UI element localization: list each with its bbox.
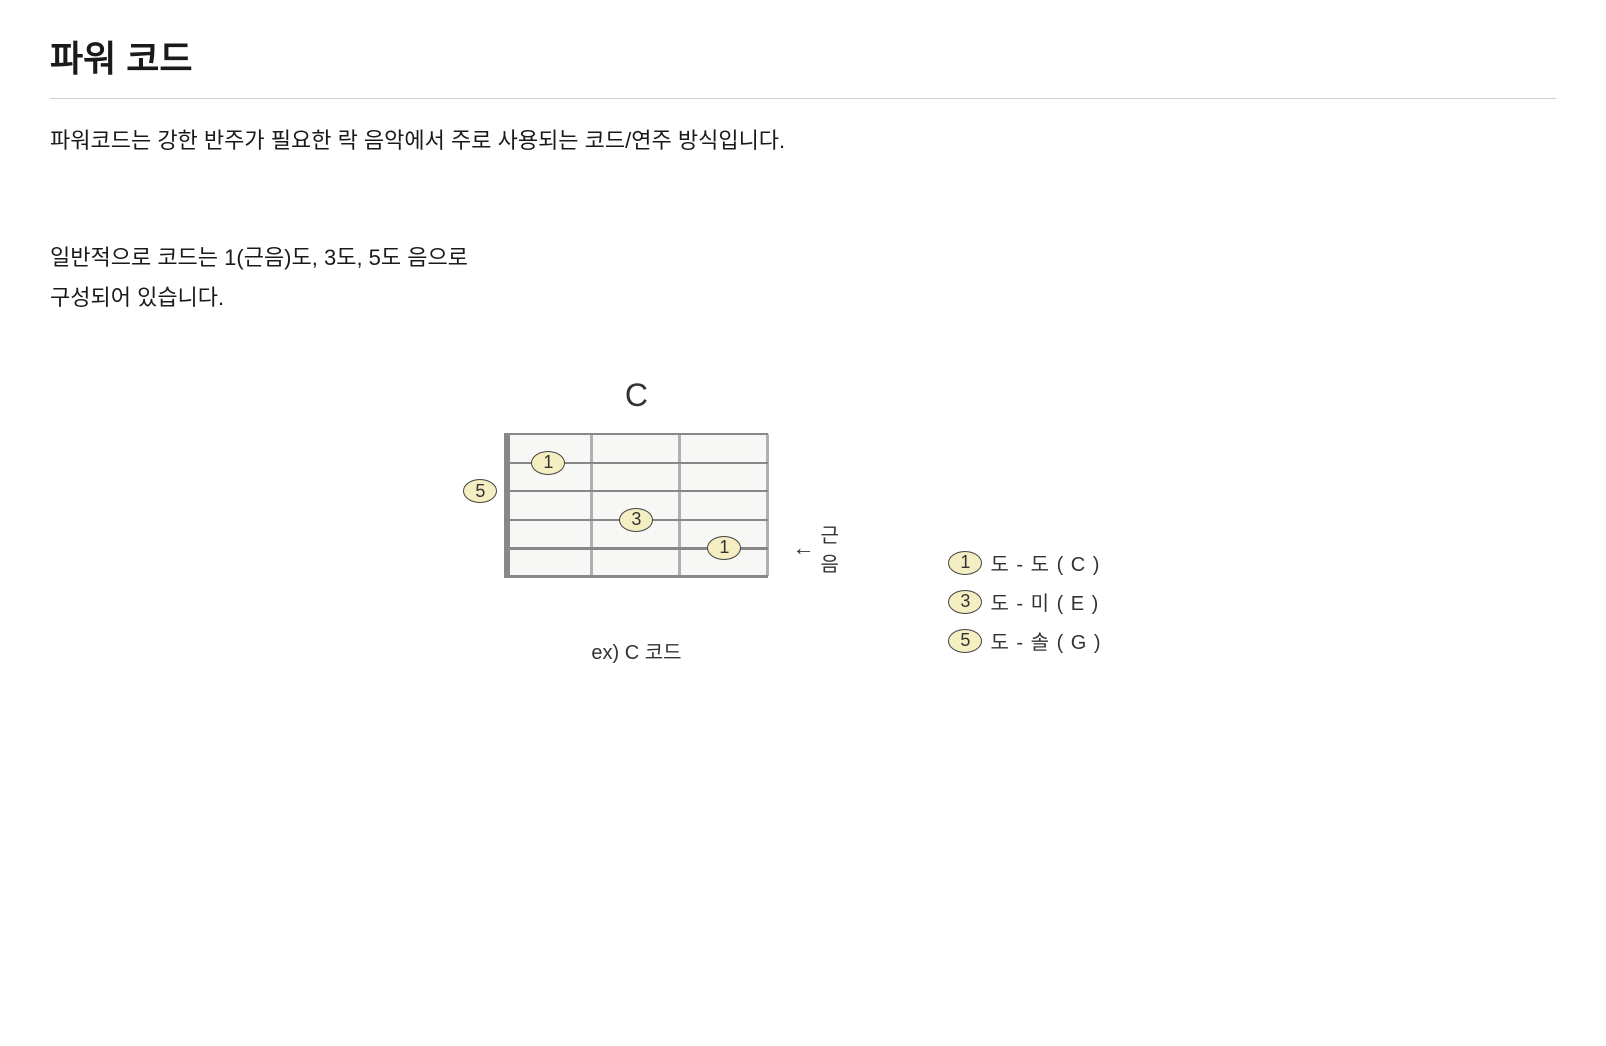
string-line <box>504 433 768 435</box>
string-line <box>504 575 768 578</box>
fret-line <box>766 434 769 576</box>
fretboard: 5131 <box>504 434 768 576</box>
intro-paragraph: 파워코드는 강한 반주가 필요한 락 음악에서 주로 사용되는 코드/연주 방식… <box>50 123 1556 158</box>
legend-text: 도 - 솔 ( G ) <box>990 626 1101 655</box>
body-paragraph: 일반적으로 코드는 1(근음)도, 3도, 5도 음으로 구성되어 있습니다. <box>50 238 650 317</box>
fretboard-nut <box>504 434 510 576</box>
finger-marker: 5 <box>463 479 497 503</box>
legend-text: 도 - 도 ( C ) <box>990 548 1100 577</box>
legend-marker: 3 <box>948 590 982 614</box>
body-line-2: 구성되어 있습니다. <box>50 285 224 310</box>
fret-line <box>590 434 593 576</box>
chord-caption: ex) C 코드 <box>591 636 681 665</box>
finger-marker: 1 <box>707 536 741 560</box>
chord-diagram: C 5131 ← 근음 ex) C 코드 <box>504 377 768 665</box>
legend-marker: 5 <box>948 629 982 653</box>
chord-section: C 5 1 3 1 ← 근음 ex) C 코드 1 도 - 도 ( C ) 3 도 - 미 … <box>50 377 1556 665</box>
finger-marker: 3 <box>619 508 653 532</box>
legend-row: 5 도 - 솔 ( G ) <box>948 626 1101 655</box>
root-label: 근음 <box>820 519 838 577</box>
legend-text: 도 - 미 ( E ) <box>990 587 1099 616</box>
chord-name-label: C <box>625 377 648 414</box>
legend-marker: 1 <box>948 551 982 575</box>
body-line-1: 일반적으로 코드는 1(근음)도, 3도, 5도 음으로 <box>50 245 468 270</box>
root-annotation: ← 근음 <box>792 519 838 577</box>
string-line <box>504 490 768 492</box>
finger-marker: 1 <box>531 451 565 475</box>
degree-legend: 1 도 - 도 ( C ) 3 도 - 미 ( E ) 5 도 - 솔 ( G ) <box>948 548 1101 655</box>
arrow-left-icon: ← <box>792 535 814 561</box>
fret-line <box>678 434 681 576</box>
legend-row: 1 도 - 도 ( C ) <box>948 548 1101 577</box>
legend-row: 3 도 - 미 ( E ) <box>948 587 1101 616</box>
page-title: 파워 코드 <box>50 30 1556 99</box>
fretboard-container: 5131 ← 근음 <box>504 434 768 576</box>
